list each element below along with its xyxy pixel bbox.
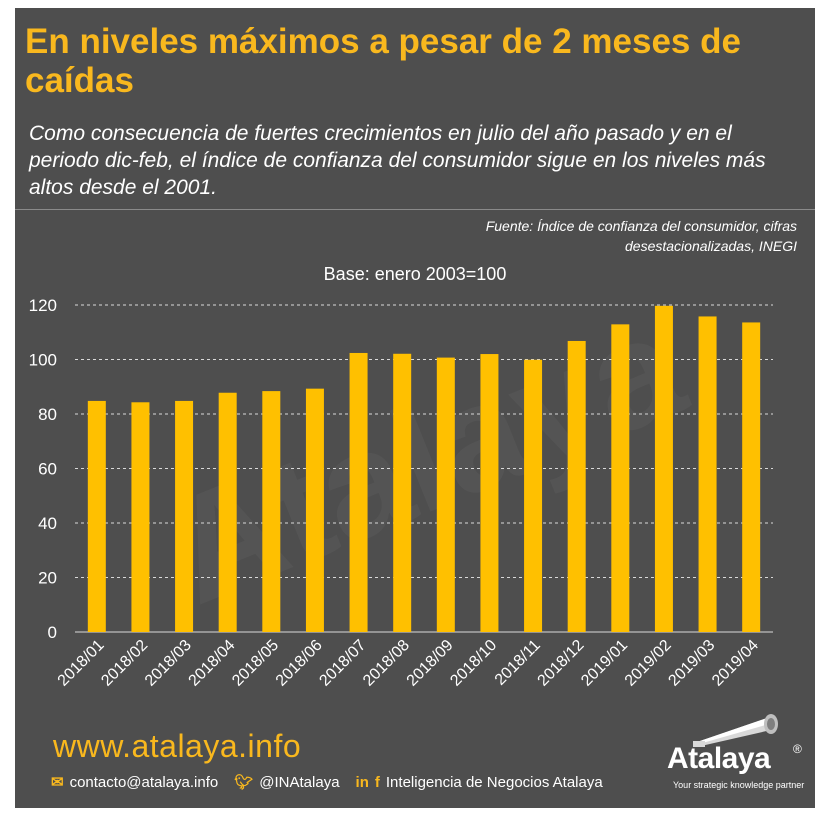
x-tick-label: 2019/03 [665, 637, 718, 690]
bar-chart: 0204060801001202018/012018/022018/032018… [29, 296, 773, 690]
x-tick-label: 2018/05 [229, 637, 282, 690]
x-tick-label: 2018/02 [98, 637, 151, 690]
x-tick-label: 2018/08 [360, 637, 413, 690]
chart-title: Base: enero 2003=100 [323, 264, 507, 284]
x-tick-label: 2018/06 [273, 637, 326, 690]
social-name-link[interactable]: Inteligencia de Negocios Atalaya [385, 773, 603, 791]
source-line-2: desestacionalizadas, INEGI [625, 238, 797, 254]
x-tick-label: 2018/04 [186, 637, 239, 690]
x-tick-label: 2018/11 [492, 637, 544, 689]
bar [436, 357, 455, 632]
website-link[interactable]: www.atalaya.info [53, 728, 302, 764]
bar [742, 322, 761, 632]
divider [15, 209, 815, 210]
bar [131, 402, 150, 632]
x-tick-label: 2019/01 [578, 637, 631, 690]
bar [654, 305, 673, 632]
telescope-icon [693, 714, 778, 747]
twitter-link[interactable]: @INAtalaya [259, 773, 340, 791]
y-tick-label: 0 [48, 623, 57, 642]
bar [524, 359, 543, 632]
x-tick-label: 2018/09 [404, 637, 457, 690]
y-tick-label: 120 [29, 296, 57, 315]
atalaya-logo: Atalaya ® Your strategic knowledge partn… [667, 708, 807, 800]
source-line-1: Fuente: Índice de confianza del consumid… [485, 218, 797, 234]
x-tick-label: 2018/07 [316, 637, 369, 690]
bar [262, 391, 281, 632]
y-tick-label: 20 [38, 569, 57, 588]
bar [175, 400, 194, 632]
y-tick-label: 100 [29, 351, 57, 370]
logo-registered-mark: ® [793, 742, 802, 756]
bar [305, 388, 324, 632]
x-tick-label: 2018/10 [447, 637, 500, 690]
logo-tagline: Your strategic knowledge partner [673, 780, 805, 790]
x-tick-label: 2018/03 [142, 637, 195, 690]
logo-name: Atalaya [667, 742, 771, 775]
bar [698, 316, 717, 632]
bar [393, 353, 412, 632]
contact-bar: ✉ contacto@atalaya.info 🐦︎ @INAtalaya in… [51, 773, 603, 792]
subtitle: Como consecuencia de fuertes crecimiento… [29, 122, 766, 199]
facebook-icon: f [374, 773, 380, 791]
bar [349, 352, 368, 632]
infographic-card: En niveles máximos a pesar de 2 meses de… [15, 8, 815, 808]
y-tick-label: 40 [38, 514, 57, 533]
bar [218, 392, 237, 632]
x-tick-label: 2018/12 [535, 637, 588, 690]
bar [611, 324, 630, 632]
twitter-icon: 🐦︎ [234, 774, 254, 791]
x-tick-label: 2019/02 [622, 637, 675, 690]
source-note: Fuente: Índice de confianza del consumid… [377, 216, 797, 256]
y-tick-label: 80 [38, 405, 57, 424]
x-tick-label: 2019/04 [709, 637, 762, 690]
x-tick-label: 2018/01 [55, 637, 108, 690]
bar [480, 354, 499, 632]
bar [87, 400, 106, 632]
page-title: En niveles máximos a pesar de 2 meses de… [25, 22, 741, 100]
email-icon: ✉ [51, 774, 64, 791]
y-tick-label: 60 [38, 460, 57, 479]
linkedin-icon: in [355, 773, 369, 791]
bar [567, 340, 586, 632]
email-link[interactable]: contacto@atalaya.info [69, 773, 219, 791]
